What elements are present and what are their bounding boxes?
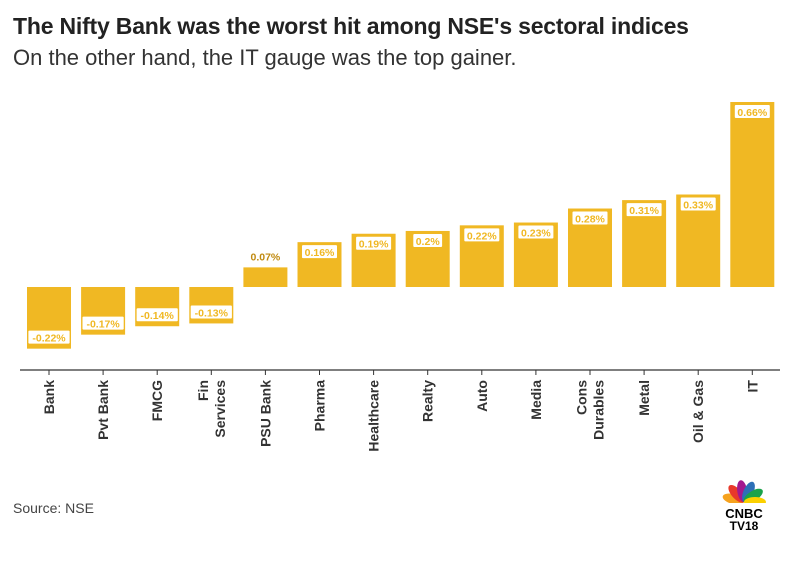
x-tick-label: Durables (591, 380, 607, 440)
svg-text:-0.14%: -0.14% (141, 310, 175, 322)
x-tick-label: PSU Bank (257, 380, 273, 447)
svg-text:0.2%: 0.2% (416, 236, 441, 248)
x-tick-label: Realty (420, 380, 436, 422)
data-label: -0.22% (28, 330, 70, 345)
x-tick-label: Cons (574, 380, 590, 415)
data-label: 0.66% (734, 105, 770, 119)
svg-text:0.23%: 0.23% (521, 228, 551, 240)
data-label: 0.23% (518, 225, 554, 240)
logo-text-cnbc: CNBC (725, 506, 763, 521)
bar (243, 267, 288, 287)
svg-text:0.07%: 0.07% (251, 251, 281, 263)
svg-text:0.33%: 0.33% (683, 200, 713, 212)
data-label: 0.2% (413, 233, 443, 248)
chart-subtitle: On the other hand, the IT gauge was the … (13, 45, 517, 70)
svg-text:0.19%: 0.19% (359, 239, 389, 251)
data-label: 0.33% (680, 197, 716, 212)
x-tick-label: Pharma (312, 380, 328, 432)
x-tick-label: Media (528, 380, 544, 420)
data-label: 0.28% (572, 211, 608, 226)
data-label: 0.16% (302, 245, 337, 259)
x-tick-label: FMCG (149, 380, 165, 421)
x-tick-label: Bank (41, 380, 57, 414)
source-note: Source: NSE (13, 500, 94, 516)
svg-text:-0.22%: -0.22% (32, 333, 66, 345)
data-label: 0.31% (626, 203, 662, 217)
x-tick-label: Auto (474, 380, 490, 412)
data-label: 0.19% (356, 236, 392, 251)
x-tick-label: IT (744, 380, 760, 393)
x-tick-label: Healthcare (366, 380, 382, 452)
svg-text:0.16%: 0.16% (305, 247, 335, 259)
x-tick-label: Services (212, 380, 228, 438)
svg-text:0.31%: 0.31% (629, 205, 659, 217)
svg-text:-0.17%: -0.17% (86, 319, 120, 331)
chart-title: The Nifty Bank was the worst hit among N… (13, 13, 689, 39)
svg-text:0.22%: 0.22% (467, 230, 497, 242)
x-tick-label: Fin (195, 380, 211, 401)
x-tick-label: Metal (636, 380, 652, 416)
x-tick-label: Oil & Gas (690, 380, 706, 443)
logo-text-tv18: TV18 (730, 519, 759, 533)
data-label: -0.13% (190, 305, 232, 319)
data-label: 0.22% (464, 228, 500, 242)
data-label: -0.14% (136, 308, 178, 322)
data-label: 0.07% (251, 251, 281, 263)
svg-text:0.66%: 0.66% (737, 107, 767, 119)
svg-text:0.28%: 0.28% (575, 214, 605, 226)
bar (730, 102, 775, 287)
x-tick-label: Pvt Bank (95, 380, 111, 440)
svg-text:-0.13%: -0.13% (195, 307, 229, 319)
data-label: -0.17% (82, 316, 124, 331)
bar-chart: -0.22% Bank -0.17% Pvt Bank -0.14% FMCG -0.13%… (20, 102, 780, 452)
